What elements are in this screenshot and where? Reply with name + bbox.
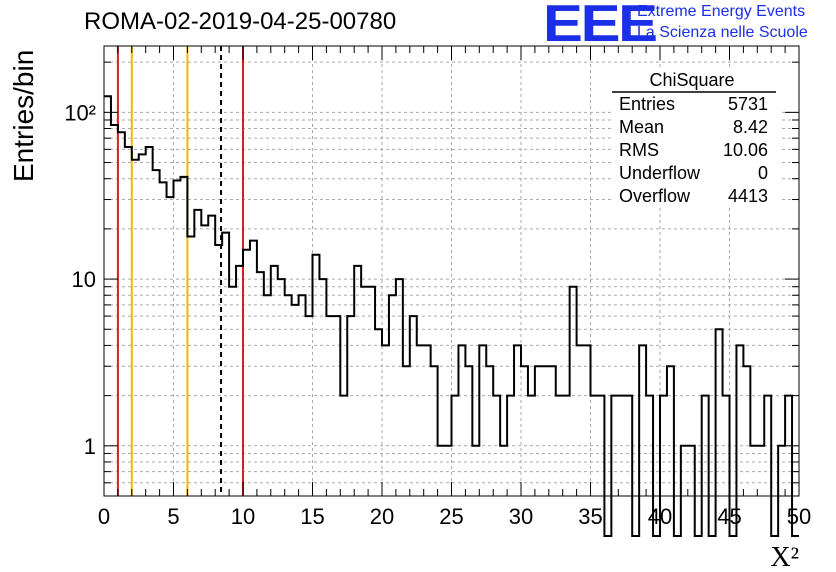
logo-line-1: Extreme Energy Events <box>637 3 806 20</box>
x-tick-label: 25 <box>439 504 463 529</box>
x-tick-label: 15 <box>300 504 324 529</box>
x-tick-label: 35 <box>578 504 602 529</box>
x-tick-label: 50 <box>787 504 811 529</box>
stats-row-label: Underflow <box>619 163 701 183</box>
x-tick-label: 0 <box>98 504 110 529</box>
stats-title: ChiSquare <box>649 70 734 90</box>
stats-row-label: Entries <box>619 94 675 114</box>
stats-row-value: 5731 <box>728 94 768 114</box>
y-tick-label: 10 <box>72 267 96 292</box>
x-tick-label: 10 <box>231 504 255 529</box>
chart-title: ROMA-02-2019-04-25-00780 <box>84 8 397 35</box>
stats-row-label: Mean <box>619 117 664 137</box>
y-tick-label: 10² <box>64 100 96 125</box>
stats-row-value: 4413 <box>728 186 768 206</box>
stats-box <box>612 67 782 207</box>
stats-row-label: RMS <box>619 140 659 160</box>
x-tick-label: 30 <box>509 504 533 529</box>
y-tick-label: 1 <box>84 434 96 459</box>
logo-line-2: La Scienza nelle Scuole <box>637 24 808 41</box>
x-tick-label: 5 <box>167 504 179 529</box>
stats-row-value: 10.06 <box>723 140 768 160</box>
x-tick-label: 40 <box>648 504 672 529</box>
stats-row-value: 8.42 <box>733 117 768 137</box>
x-tick-label: 45 <box>717 504 741 529</box>
x-tick-label: 20 <box>370 504 394 529</box>
stats-row-value: 0 <box>758 163 768 183</box>
x-axis-label: X² <box>770 542 799 572</box>
stats-row-label: Overflow <box>619 186 691 206</box>
eee-logo: EEE <box>543 0 658 53</box>
